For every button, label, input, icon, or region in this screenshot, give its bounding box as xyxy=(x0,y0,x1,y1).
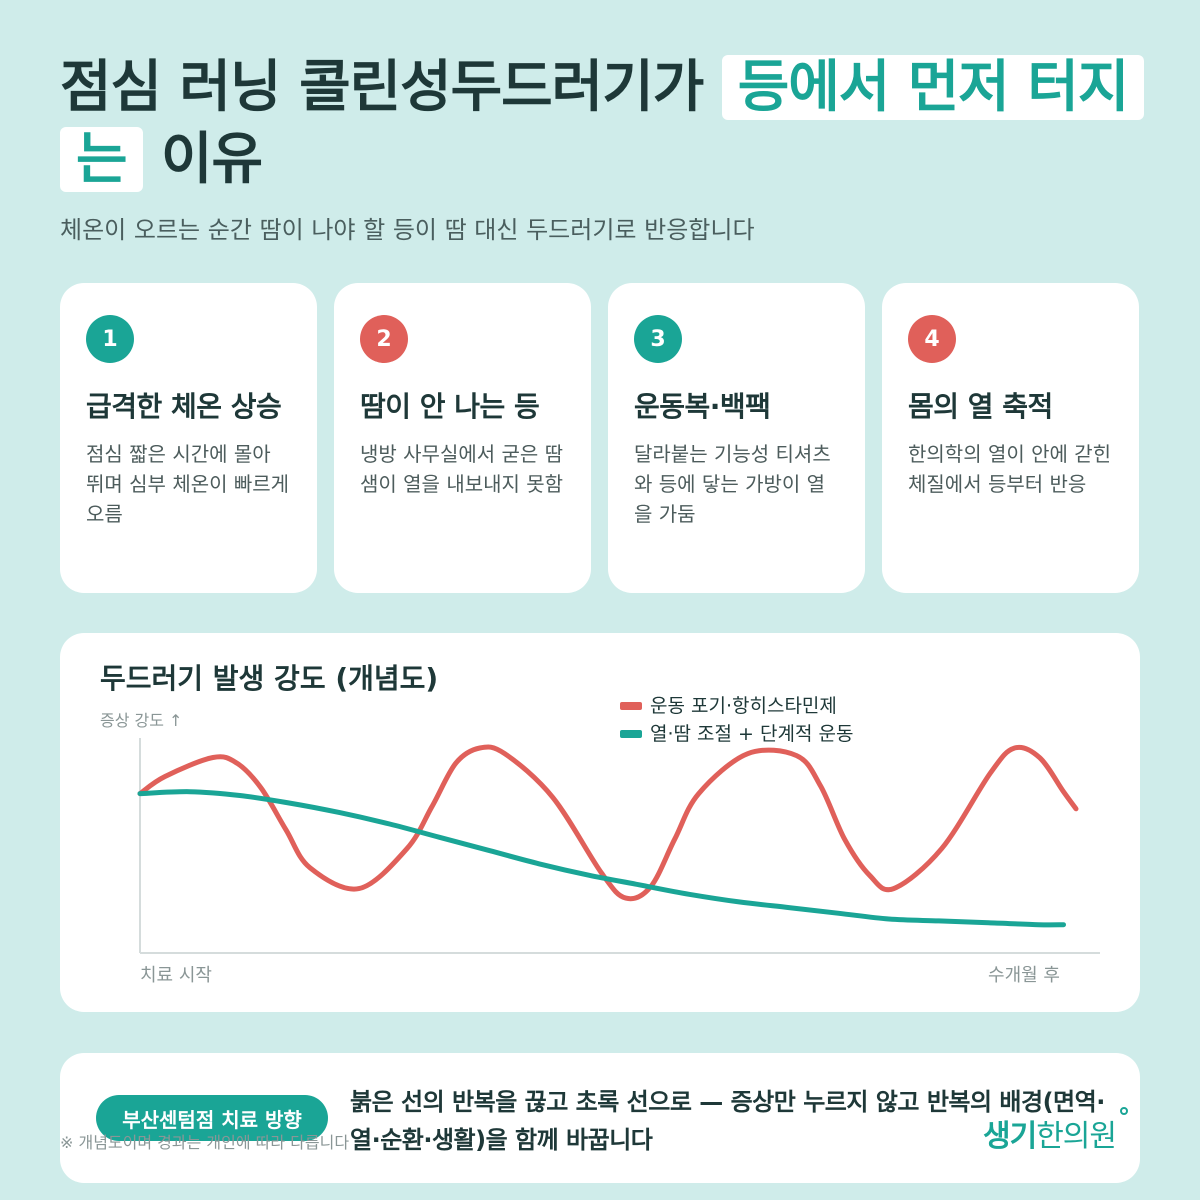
card-title: 운동복·백팩 xyxy=(634,390,771,423)
clinic-logo: 생기한의원 xyxy=(982,1107,1128,1155)
card-body: 달라붙는 기능성 티셔츠와 등에 닿는 가방이 열을 가둠 xyxy=(634,442,831,526)
card-body: 냉방 사무실에서 굳은 땀샘이 열을 내보내지 못함 xyxy=(360,442,564,496)
chart-title: 두드러기 발생 강도 (개념도) xyxy=(100,662,439,695)
card-title: 땀이 안 나는 등 xyxy=(360,390,540,423)
y-axis-label: 증상 강도 ↑ xyxy=(100,711,182,730)
cause-card-1: 1 급격한 체온 상승 점심 짧은 시간에 몰아 뛰며 심부 체온이 빠르게 오… xyxy=(60,283,317,593)
logo-bold: 생기 xyxy=(982,1119,1037,1154)
card-number-badge: 1 xyxy=(86,315,134,363)
cause-card-2: 2 땀이 안 나는 등 냉방 사무실에서 굳은 땀샘이 열을 내보내지 못함 xyxy=(334,283,591,593)
title-part2: 이유 xyxy=(142,127,263,192)
title-part1: 점심 러닝 콜린성두드러기가 xyxy=(60,55,722,120)
legend-label-teal: 열·땀 조절 + 단계적 운동 xyxy=(650,723,853,745)
card-body: 점심 짧은 시간에 몰아 뛰며 심부 체온이 빠르게 오름 xyxy=(86,442,290,526)
chart-card: 두드러기 발생 강도 (개념도) 증상 강도 ↑ 치료 시작 수개월 후 운동 … xyxy=(60,633,1140,1012)
card-title: 급격한 체온 상승 xyxy=(86,390,282,423)
x-axis-end-label: 수개월 후 xyxy=(988,965,1060,986)
card-title: 몸의 열 축적 xyxy=(908,390,1053,423)
card-body: 한의학의 열이 안에 갇힌 체질에서 등부터 반응 xyxy=(908,442,1112,496)
x-axis-start-label: 치료 시작 xyxy=(140,965,212,986)
disclaimer-note: ※ 개념도이며 경과는 개인에 따라 다릅니다 xyxy=(60,1133,350,1152)
legend-label-red: 운동 포기·항히스타민제 xyxy=(650,695,837,717)
logo-dot-icon xyxy=(1120,1107,1128,1115)
intensity-chart: 증상 강도 ↑ 치료 시작 수개월 후 운동 포기·항히스타민제 열·땀 조절 … xyxy=(100,695,1100,986)
card-number-badge: 4 xyxy=(908,315,956,363)
card-number-badge: 3 xyxy=(634,315,682,363)
logo-rest: 한의원 xyxy=(1036,1119,1117,1154)
treatment-direction-card: 부산센텀점 치료 방향 붉은 선의 반복을 끊고 초록 선으로 — 증상만 누르… xyxy=(60,1053,1140,1183)
clinic-badge: 부산센텀점 치료 방향 xyxy=(96,1095,328,1141)
title-highlight-1: 등에서 먼저 터지 xyxy=(737,55,1130,120)
page-subtitle: 체온이 오르는 순간 땀이 나야 할 등이 땀 대신 두드러기로 반응합니다 xyxy=(60,216,755,244)
treatment-message: 붉은 선의 반복을 끊고 초록 선으로 — 증상만 누르지 않고 반복의 배경(… xyxy=(350,1088,1105,1154)
cause-card-4: 4 몸의 열 축적 한의학의 열이 안에 갇힌 체질에서 등부터 반응 xyxy=(882,283,1139,593)
series-line-teal xyxy=(137,789,1066,928)
cause-card-3: 3 운동복·백팩 달라붙는 기능성 티셔츠와 등에 닿는 가방이 열을 가둠 xyxy=(608,283,865,593)
legend-swatch-red xyxy=(620,702,642,710)
legend-swatch-teal xyxy=(620,730,642,738)
title-highlight-2: 는 xyxy=(76,127,128,192)
card-number-badge: 2 xyxy=(360,315,408,363)
series-line-red xyxy=(137,744,1079,902)
